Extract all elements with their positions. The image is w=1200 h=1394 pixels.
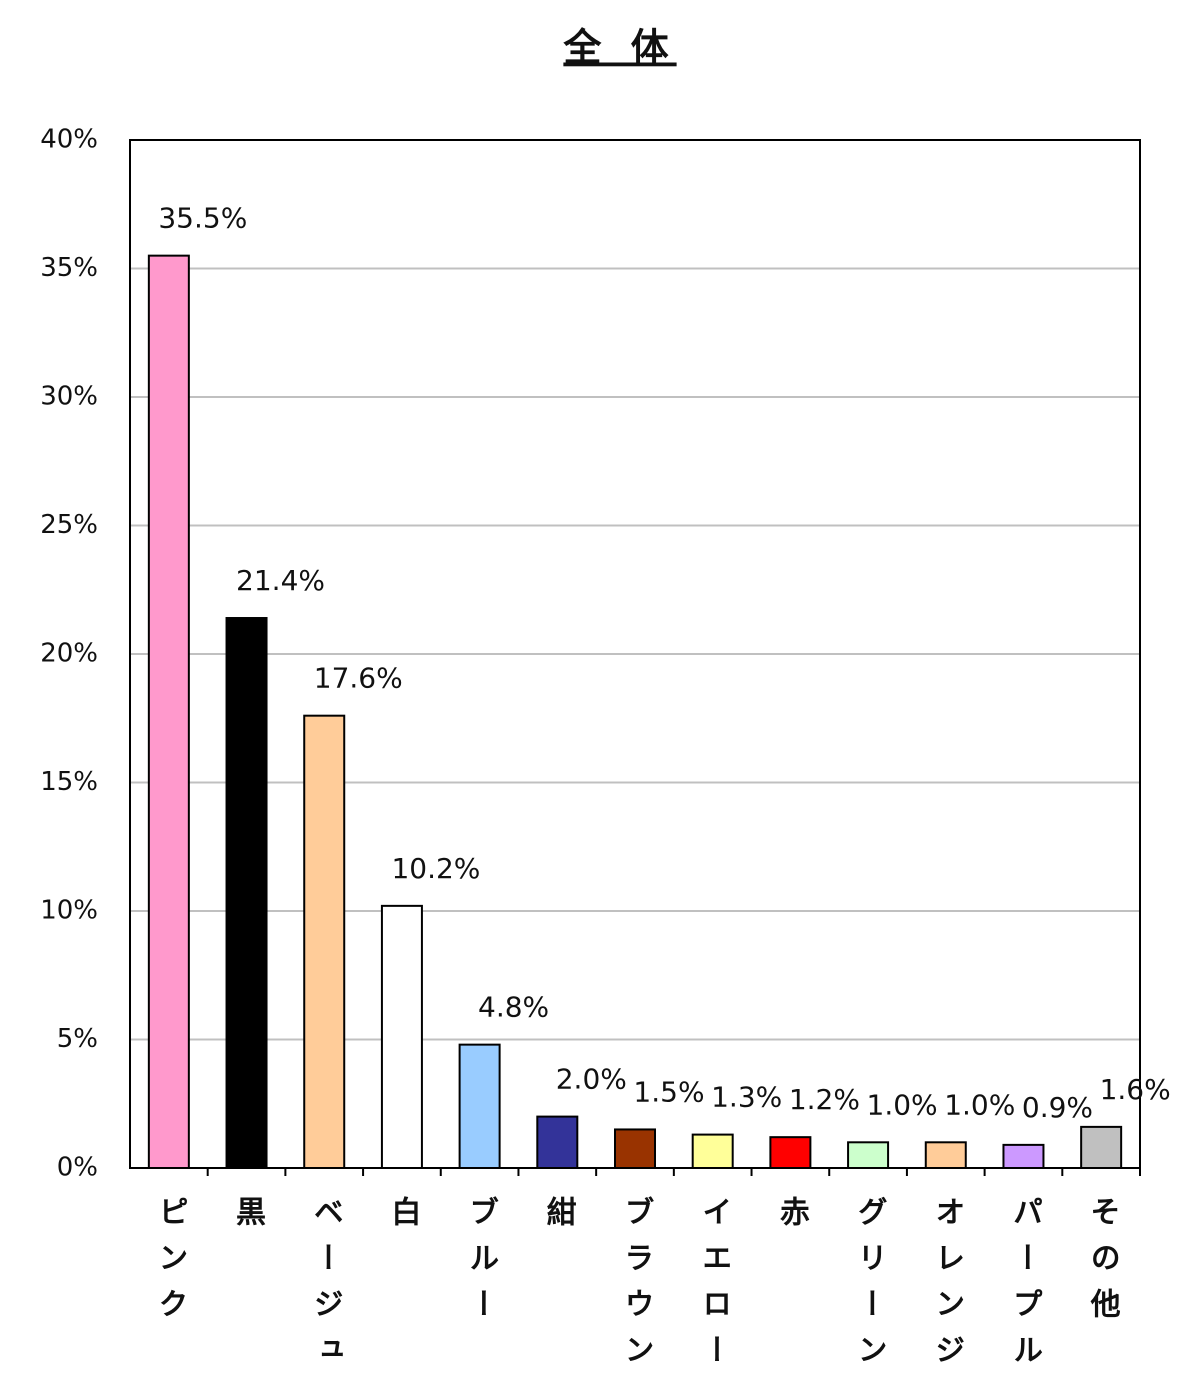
value-label: 0.9%: [1022, 1091, 1093, 1124]
value-label: 2.0%: [556, 1063, 627, 1096]
bar: [458, 1043, 501, 1170]
bar: [769, 1136, 812, 1170]
y-tick-label: 15%: [40, 767, 98, 797]
bar: [847, 1141, 890, 1170]
value-label: 35.5%: [158, 202, 247, 235]
bar: [691, 1133, 734, 1169]
x-tick-label: イエロー: [696, 1196, 731, 1380]
bar: [536, 1115, 579, 1169]
x-tick-label: ベージュ: [308, 1196, 343, 1380]
bar: [380, 904, 423, 1169]
value-label: 1.0%: [867, 1088, 938, 1121]
value-label: 1.3%: [711, 1081, 782, 1114]
y-tick-label: 0%: [57, 1153, 98, 1183]
bar: [303, 714, 346, 1169]
x-tick-label: 黒: [230, 1196, 266, 1242]
value-label: 1.6%: [1100, 1073, 1171, 1106]
x-tick-label: ピンク: [152, 1196, 187, 1334]
y-tick-label: 30%: [40, 382, 98, 412]
y-tick-label: 25%: [40, 510, 98, 540]
bar: [147, 254, 190, 1169]
bar: [225, 617, 268, 1169]
x-tick-label: 紺: [541, 1196, 577, 1242]
y-tick-label: 40%: [40, 125, 98, 155]
bar: [924, 1141, 967, 1170]
x-tick-label: 赤: [774, 1196, 810, 1242]
value-label: 1.2%: [789, 1083, 860, 1116]
x-tick-label: ブラウン: [619, 1196, 654, 1380]
bar: [1002, 1143, 1045, 1169]
value-label: 1.0%: [944, 1088, 1015, 1121]
chart-title: 全 体: [562, 26, 676, 70]
x-tick-label: グリーン: [852, 1196, 887, 1380]
y-tick-label: 20%: [40, 639, 98, 669]
x-tick-label: ブルー: [463, 1196, 498, 1334]
x-tick-label: オレンジ: [929, 1196, 964, 1380]
x-tick-label: 白: [385, 1196, 420, 1242]
value-label: 21.4%: [236, 564, 325, 597]
x-tick-label: その他: [1085, 1196, 1122, 1334]
value-label: 10.2%: [391, 852, 480, 885]
value-label: 1.5%: [633, 1075, 704, 1108]
bar: [1080, 1125, 1123, 1170]
value-label: 4.8%: [478, 991, 549, 1024]
value-label: 17.6%: [314, 662, 403, 695]
y-tick-label: 5%: [57, 1024, 98, 1054]
x-tick-label: パープル: [1007, 1196, 1042, 1380]
y-tick-label: 10%: [40, 896, 98, 926]
bar: [614, 1128, 656, 1169]
y-tick-label: 35%: [40, 253, 98, 283]
